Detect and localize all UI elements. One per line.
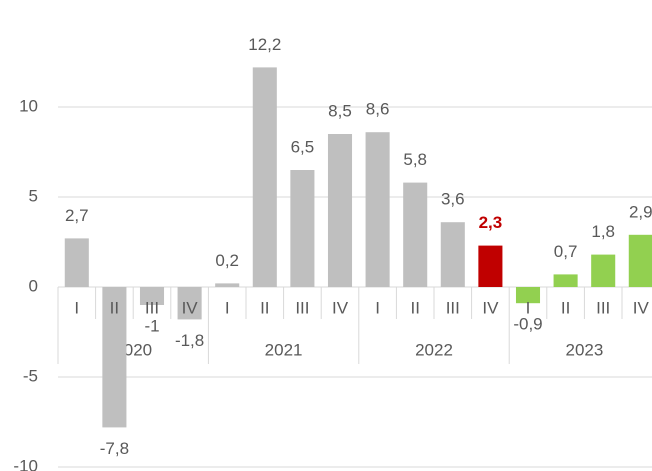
bar	[64, 238, 89, 287]
value-label: 0,2	[215, 251, 239, 270]
bar	[365, 132, 390, 287]
y-tick-label: 10	[19, 96, 38, 115]
x-tick-label: II	[410, 298, 419, 317]
x-tick-label: III	[446, 298, 460, 317]
value-label: 2,7	[65, 206, 89, 225]
bar	[553, 274, 578, 287]
x-tick-label: III	[145, 298, 159, 317]
y-tick-label: 0	[29, 276, 38, 295]
x-tick-label: II	[561, 298, 570, 317]
value-label: -1	[144, 316, 159, 335]
value-label: -1,8	[175, 331, 204, 350]
bar	[403, 182, 428, 287]
x-tick-label: IV	[482, 298, 499, 317]
x-tick-label: II	[260, 298, 269, 317]
x-tick-label: III	[596, 298, 610, 317]
bar	[177, 287, 202, 320]
value-label: -7,8	[100, 439, 129, 458]
x-tick-label: III	[295, 298, 309, 317]
bar	[290, 170, 315, 287]
value-label: 3,6	[441, 190, 465, 209]
x-tick-label: I	[526, 298, 531, 317]
bar	[252, 67, 277, 288]
group-label: 2023	[565, 340, 603, 359]
bar	[215, 283, 240, 287]
x-tick-label: IV	[633, 298, 650, 317]
bar	[139, 287, 165, 305]
value-label: 2,3	[479, 213, 503, 232]
x-tick-label: I	[375, 298, 380, 317]
y-tick-label: 5	[29, 186, 38, 205]
bar	[628, 234, 652, 287]
value-label: 8,5	[328, 101, 352, 120]
value-label: -0,9	[513, 315, 542, 334]
x-tick-label: IV	[182, 298, 199, 317]
group-label: 2021	[265, 340, 303, 359]
x-tick-label: I	[225, 298, 230, 317]
value-label: 0,7	[554, 242, 578, 261]
value-label: 5,8	[403, 150, 427, 169]
y-tick-label: -5	[23, 366, 38, 385]
value-label: 6,5	[291, 137, 315, 156]
bar	[327, 134, 353, 287]
bar	[440, 222, 465, 287]
bar	[478, 245, 503, 287]
x-tick-label: II	[110, 298, 119, 317]
bar	[515, 287, 541, 304]
value-label: 2,9	[629, 202, 652, 221]
x-tick-label: IV	[332, 298, 349, 317]
x-tick-label: I	[74, 298, 79, 317]
value-label: 1,8	[591, 222, 615, 241]
value-label: 12,2	[248, 35, 281, 54]
y-tick-label: -10	[13, 456, 38, 471]
bar	[591, 254, 616, 287]
group-label: 2022	[415, 340, 453, 359]
bar	[102, 287, 127, 428]
value-label: 8,6	[366, 100, 390, 119]
